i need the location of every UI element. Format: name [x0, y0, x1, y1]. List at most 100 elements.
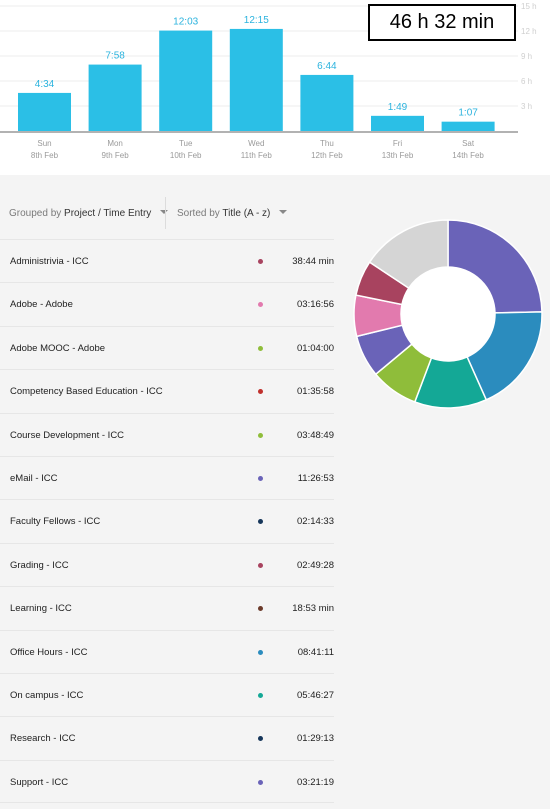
entry-row[interactable]: Grading - ICC 02:49:28 [0, 542, 334, 586]
entry-color-dot [258, 302, 263, 308]
bar-sun[interactable] [18, 92, 71, 131]
y-tick-label: 6 h [521, 77, 532, 86]
entry-color-dot [258, 736, 263, 742]
entry-label: Office Hours - ICC [10, 646, 88, 658]
entry-duration: 03:16:56 [297, 299, 334, 311]
controls-divider [165, 197, 166, 229]
x-day-label: Wed [248, 139, 264, 148]
report-controls: Grouped by Project / Time Entry Sorted b… [0, 175, 550, 229]
entry-row[interactable]: On campus - ICC 05:46:27 [0, 672, 334, 716]
entry-color-dot [258, 345, 263, 351]
sort-by-value: Title (A - z) [222, 208, 271, 219]
x-day-label: Tue [179, 139, 193, 148]
entries-list: Administrivia - ICC 38:44 min Adobe - Adob… [0, 239, 334, 804]
entry-color-dot [258, 389, 263, 395]
entry-duration: 18:53 min [292, 603, 334, 615]
entry-label: On campus - ICC [10, 689, 84, 701]
entry-row[interactable]: Adobe MOOC - Adobe 01:04:00 [0, 325, 334, 369]
daily-bar-chart: 3 h 6 h 9 h 12 h 15 h 4:34 Sun 8th Feb 7:58 Mon 9t… [0, 0, 550, 175]
entry-duration: 01:35:58 [297, 386, 334, 398]
entry-row[interactable]: Office Hours - ICC 08:41:11 [0, 629, 334, 673]
entry-duration: 38:44 min [292, 256, 334, 267]
y-tick-label: 3 h [521, 102, 532, 111]
bar-chart-svg: 3 h 6 h 9 h 12 h 15 h 4:34 Sun 8th Feb 7:58 Mon 9t… [0, 2, 537, 160]
donut-segment[interactable] [447, 219, 543, 314]
entry-row[interactable]: Adobe - Adobe 03:16:56 [0, 282, 334, 325]
entry-row[interactable]: Research - ICC 01:29:13 [0, 716, 334, 759]
entry-color-dot [258, 475, 263, 481]
x-date-label: 13th Feb [382, 151, 414, 160]
bar-value-label: 7:58 [105, 51, 125, 62]
entry-color-dot [258, 649, 263, 655]
project-donut-chart [353, 219, 543, 409]
total-time-box: 46 h 32 min [368, 4, 516, 41]
entry-color-dot [258, 519, 263, 525]
entry-label: eMail - ICC [10, 472, 58, 484]
entry-label: Grading - ICC [10, 559, 69, 571]
entry-duration: 01:04:00 [297, 342, 334, 354]
entry-row[interactable]: Course Development - ICC 03:48:49 [0, 412, 334, 456]
entry-label: Adobe MOOC - Adobe [10, 342, 106, 354]
x-day-label: Sat [462, 139, 475, 148]
sort-by-dropdown[interactable]: Sorted by Title (A - z) [177, 208, 288, 219]
entry-duration: 08:41:11 [297, 646, 334, 658]
entry-label: Learning - ICC [10, 603, 72, 615]
entry-color-dot [258, 432, 263, 438]
entry-duration: 02:14:33 [297, 516, 334, 528]
x-day-label: Thu [320, 139, 334, 148]
entry-color-dot [258, 259, 263, 264]
x-day-label: Mon [107, 139, 123, 148]
entry-color-dot [258, 606, 263, 612]
bar-value-label: 6:44 [317, 61, 337, 72]
bar-thu[interactable] [300, 74, 354, 131]
entry-row[interactable]: Administrivia - ICC 38:44 min [0, 239, 334, 282]
group-by-dropdown[interactable]: Grouped by Project / Time Entry [9, 208, 169, 219]
group-by-value: Project / Time Entry [64, 208, 152, 219]
entry-label: Research - ICC [10, 733, 76, 745]
y-tick-label: 9 h [521, 52, 532, 61]
entry-duration: 05:46:27 [297, 689, 334, 701]
entry-color-dot [258, 779, 263, 785]
donut-segment[interactable] [368, 219, 449, 290]
entry-row[interactable]: eMail - ICC 11:26:53 [0, 455, 334, 499]
x-date-label: 14th Feb [452, 151, 484, 160]
entry-label: Administrivia - ICC [10, 256, 89, 267]
bar-mon[interactable] [88, 64, 142, 131]
entry-row[interactable]: Competency Based Education - ICC 01:35:58 [0, 369, 334, 412]
entry-row[interactable]: Faculty Fellows - ICC 02:14:33 [0, 499, 334, 542]
entry-label: Course Development - ICC [10, 429, 125, 441]
x-date-label: 11th Feb [241, 151, 273, 160]
x-date-label: 12th Feb [311, 151, 343, 160]
entry-row[interactable]: Learning - ICC 18:53 min [0, 586, 334, 629]
entry-label: Adobe - Adobe [10, 299, 73, 311]
bar-value-label: 4:34 [35, 79, 55, 90]
bar-wed[interactable] [229, 28, 283, 132]
y-tick-label: 15 h [521, 2, 537, 11]
entry-duration: 11:26:53 [297, 472, 334, 484]
sort-by-prefix: Sorted by [177, 208, 220, 219]
entry-duration: 03:21:19 [297, 776, 334, 788]
bar-value-label: 12:03 [173, 17, 198, 28]
x-date-label: 10th Feb [170, 151, 202, 160]
bar-value-label: 1:07 [458, 108, 478, 119]
entry-color-dot [258, 562, 263, 568]
chevron-down-icon [279, 210, 288, 214]
entry-color-dot [258, 692, 263, 698]
bar-tue[interactable] [159, 30, 213, 131]
donut-hole [401, 267, 495, 361]
bar-fri[interactable] [371, 115, 424, 131]
entry-duration: 02:49:28 [297, 559, 334, 571]
bar-sat[interactable] [441, 121, 495, 131]
entry-label: Faculty Fellows - ICC [10, 516, 101, 528]
x-day-label: Fri [393, 139, 403, 148]
x-date-label: 9th Feb [102, 151, 130, 160]
report-section: Grouped by Project / Time Entry Sorted b… [0, 175, 550, 809]
entry-label: Support - ICC [10, 776, 69, 788]
chevron-down-icon [160, 210, 169, 214]
entry-row[interactable]: Support - ICC 03:21:19 [0, 759, 334, 804]
entry-duration: 03:48:49 [297, 429, 334, 441]
group-by-prefix: Grouped by [9, 208, 62, 219]
entry-duration: 01:29:13 [297, 733, 334, 745]
entry-label: Competency Based Education - ICC [10, 386, 163, 398]
x-day-label: Sun [37, 139, 51, 148]
